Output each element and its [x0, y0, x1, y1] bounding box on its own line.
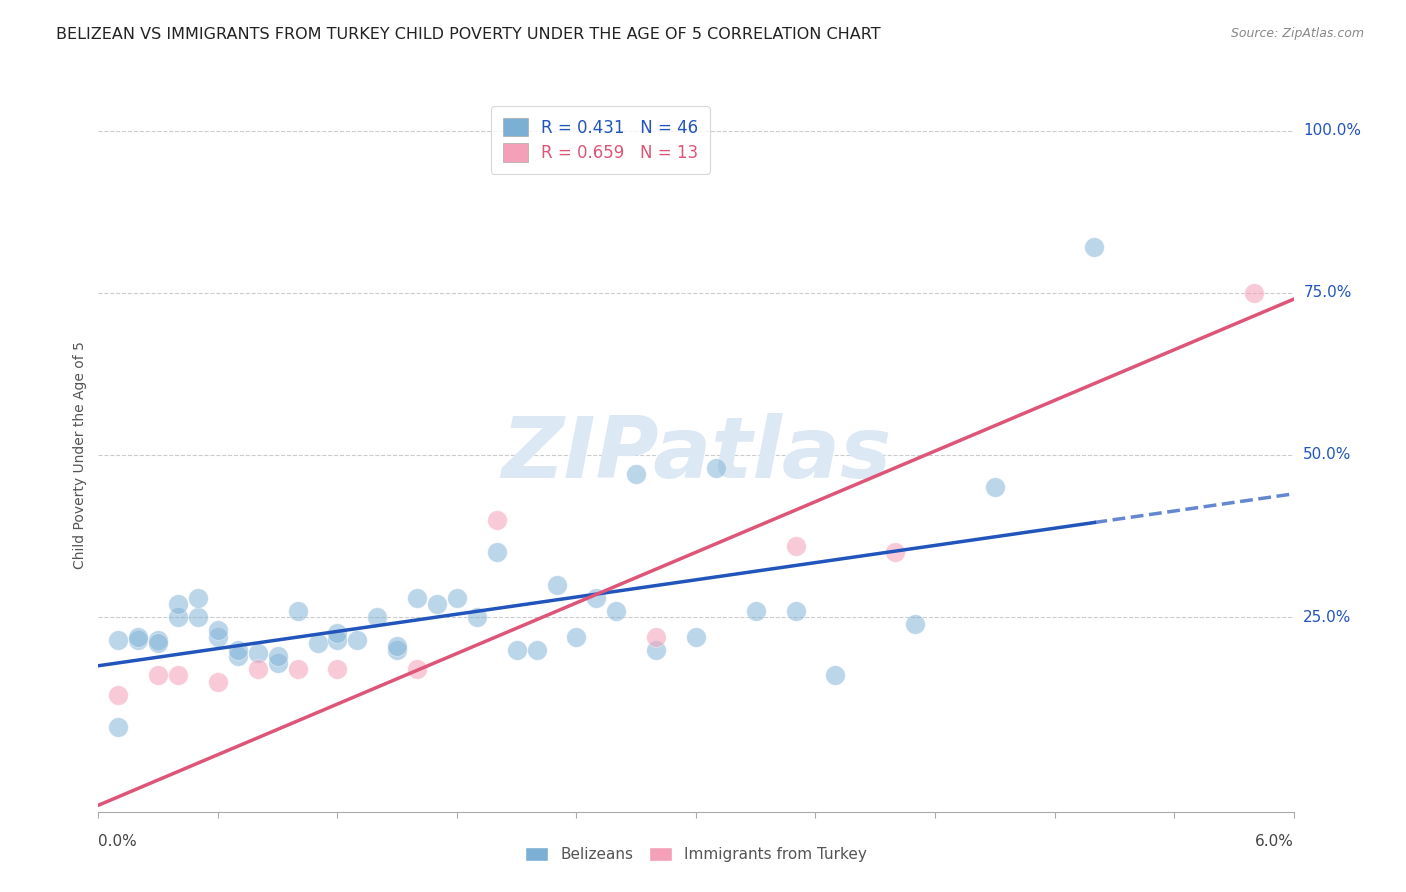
- Text: ZIPatlas: ZIPatlas: [501, 413, 891, 497]
- Point: [246, 646, 269, 660]
- Text: Source: ZipAtlas.com: Source: ZipAtlas.com: [1230, 27, 1364, 40]
- Point: [107, 632, 129, 647]
- Point: [426, 597, 449, 611]
- Point: [645, 630, 668, 644]
- Point: [904, 616, 927, 631]
- Point: [385, 642, 409, 657]
- Point: [167, 610, 190, 624]
- Point: [148, 632, 170, 647]
- Point: [406, 662, 429, 676]
- Point: [226, 648, 249, 663]
- Text: BELIZEAN VS IMMIGRANTS FROM TURKEY CHILD POVERTY UNDER THE AGE OF 5 CORRELATION : BELIZEAN VS IMMIGRANTS FROM TURKEY CHILD…: [56, 27, 882, 42]
- Point: [346, 632, 368, 647]
- Point: [704, 461, 727, 475]
- Point: [446, 591, 468, 605]
- Point: [167, 597, 190, 611]
- Point: [127, 632, 149, 647]
- Point: [645, 642, 668, 657]
- Point: [585, 591, 607, 605]
- Point: [107, 688, 129, 702]
- Point: [187, 610, 209, 624]
- Point: [983, 480, 1005, 494]
- Point: [307, 636, 329, 650]
- Point: [326, 632, 349, 647]
- Point: [785, 604, 807, 618]
- Point: [565, 630, 588, 644]
- Point: [207, 675, 229, 690]
- Point: [326, 626, 349, 640]
- Point: [167, 668, 190, 682]
- Point: [287, 662, 309, 676]
- Point: [624, 467, 647, 482]
- Text: 50.0%: 50.0%: [1303, 448, 1351, 462]
- Text: 0.0%: 0.0%: [98, 834, 138, 849]
- Text: 75.0%: 75.0%: [1303, 285, 1351, 301]
- Point: [1083, 240, 1105, 254]
- Point: [546, 577, 568, 591]
- Point: [246, 662, 269, 676]
- Point: [824, 668, 846, 682]
- Text: 6.0%: 6.0%: [1254, 834, 1294, 849]
- Point: [226, 642, 249, 657]
- Point: [187, 591, 209, 605]
- Point: [485, 513, 508, 527]
- Point: [526, 642, 548, 657]
- Point: [506, 642, 529, 657]
- Text: 25.0%: 25.0%: [1303, 609, 1351, 624]
- Point: [745, 604, 768, 618]
- Point: [685, 630, 707, 644]
- Point: [406, 591, 429, 605]
- Text: 100.0%: 100.0%: [1303, 123, 1361, 138]
- Point: [385, 640, 409, 654]
- Point: [366, 610, 388, 624]
- Point: [1243, 285, 1265, 300]
- Point: [326, 662, 349, 676]
- Point: [107, 720, 129, 734]
- Point: [267, 648, 290, 663]
- Point: [785, 539, 807, 553]
- Point: [267, 656, 290, 670]
- Point: [485, 545, 508, 559]
- Point: [884, 545, 907, 559]
- Point: [127, 630, 149, 644]
- Point: [148, 668, 170, 682]
- Point: [287, 604, 309, 618]
- Point: [148, 636, 170, 650]
- Y-axis label: Child Poverty Under the Age of 5: Child Poverty Under the Age of 5: [73, 341, 87, 569]
- Point: [605, 604, 627, 618]
- Point: [465, 610, 488, 624]
- Point: [207, 623, 229, 637]
- Legend: Belizeans, Immigrants from Turkey: Belizeans, Immigrants from Turkey: [519, 840, 873, 868]
- Point: [207, 630, 229, 644]
